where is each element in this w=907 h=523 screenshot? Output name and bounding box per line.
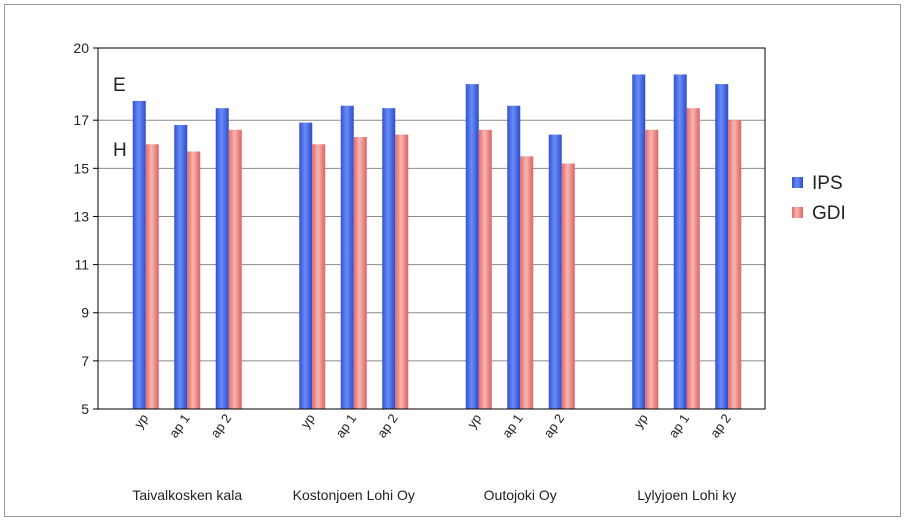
y-axis-ticks: 5 7 9 11 13 15 17 20: [73, 40, 98, 417]
bar-ips: [174, 125, 188, 409]
x-axis-category-labels: yp ap 1 ap 2 yp ap 1 ap 2 yp ap 1 ap 2 yp ap 1 ap 2: [131, 411, 734, 440]
bar-gdi: [728, 120, 742, 409]
x-group-label: Lylyjoen Lohi ky: [637, 487, 736, 503]
bar-ips: [465, 84, 479, 409]
bar-ips: [673, 74, 687, 410]
legend: IPS GDI: [792, 173, 846, 224]
bar-gdi: [228, 129, 242, 409]
legend-swatch-gdi: [792, 207, 803, 218]
x-category-label: ap 1: [665, 411, 692, 440]
y-tick-label: 9: [81, 305, 89, 321]
x-group-label: Taivalkosken kala: [132, 487, 242, 503]
y-tick-label: 11: [74, 257, 89, 273]
bar-ips: [215, 108, 229, 410]
bar-gdi: [312, 144, 326, 409]
bar-ips: [715, 84, 729, 409]
bar-gdi: [645, 129, 659, 409]
bar-ips: [382, 108, 396, 410]
y-tick-label: 7: [81, 353, 89, 369]
x-category-label: yp: [298, 411, 318, 431]
x-category-label: ap 1: [332, 411, 359, 440]
y-tick-label: 13: [73, 208, 89, 224]
y-tick-label: 17: [73, 112, 89, 128]
bar-gdi: [145, 144, 159, 409]
bar-gdi: [561, 163, 575, 409]
x-group-label: Kostonjoen Lohi Oy: [293, 487, 415, 503]
bar-ips: [132, 100, 146, 410]
x-category-label: ap 2: [540, 411, 567, 440]
zone-annotation: E: [113, 75, 126, 96]
bar-gdi: [187, 151, 201, 409]
bar-gdi: [686, 108, 700, 410]
x-group-label: Outojoki Oy: [484, 487, 557, 503]
annotations: EH: [113, 75, 127, 161]
legend-label-ips: IPS: [812, 173, 843, 194]
plot-area: [97, 47, 766, 410]
legend-label-gdi: GDI: [812, 203, 846, 224]
y-tick-label: 20: [73, 40, 89, 56]
x-category-label: ap 1: [166, 411, 193, 440]
bar-gdi: [520, 156, 534, 409]
legend-swatch-ips: [792, 177, 803, 188]
bar-gdi: [395, 134, 409, 409]
x-category-label: yp: [131, 411, 151, 431]
bar-ips: [299, 122, 313, 410]
bar-gdi: [353, 137, 367, 409]
x-category-label: yp: [631, 411, 651, 431]
x-category-label: ap 2: [207, 411, 234, 440]
bars: [132, 74, 742, 410]
x-category-label: ap 1: [499, 411, 526, 440]
zone-annotation: H: [113, 140, 127, 161]
bar-ips: [548, 134, 562, 409]
x-category-label: yp: [464, 411, 484, 431]
bar-ips: [340, 105, 354, 409]
bar-ips: [632, 74, 646, 410]
bar-ips: [507, 105, 521, 409]
x-category-label: ap 2: [707, 411, 734, 440]
x-category-label: ap 2: [374, 411, 401, 440]
y-tick-label: 15: [73, 160, 89, 176]
y-tick-label: 5: [81, 401, 89, 417]
x-axis-group-labels: Taivalkosken kala Kostonjoen Lohi Oy Outoj…: [132, 487, 736, 503]
bar-gdi: [478, 129, 492, 409]
